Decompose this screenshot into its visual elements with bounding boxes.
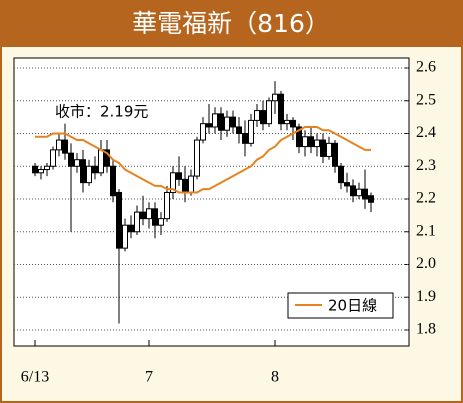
y-tick-label: 1.8 bbox=[416, 321, 436, 338]
candle-body bbox=[86, 165, 92, 184]
candle-body bbox=[38, 169, 44, 174]
candle-body bbox=[152, 208, 158, 226]
candle-body bbox=[176, 172, 182, 180]
candle-body bbox=[218, 113, 224, 131]
candle-body bbox=[290, 119, 296, 128]
x-tick-label: 8 bbox=[271, 369, 279, 386]
title-bar bbox=[1, 1, 462, 47]
candle-body bbox=[200, 123, 206, 141]
candle-body bbox=[362, 188, 368, 200]
candle-body bbox=[314, 139, 320, 148]
y-tick-label: 2.6 bbox=[416, 59, 436, 76]
y-tick-label: 2.1 bbox=[416, 222, 436, 239]
candle-body bbox=[134, 211, 140, 233]
y-tick-label: 2.5 bbox=[416, 91, 436, 108]
candle-body bbox=[254, 110, 260, 121]
candle-body bbox=[248, 119, 254, 144]
candle-body bbox=[296, 126, 302, 148]
candle-body bbox=[230, 116, 236, 128]
candle-body bbox=[170, 172, 176, 193]
candle-body bbox=[44, 165, 50, 171]
candle-body bbox=[284, 119, 290, 125]
annotation: 收市：2.19元 bbox=[55, 103, 148, 121]
candle-body bbox=[332, 142, 338, 167]
x-tick-label: 6/13 bbox=[21, 369, 49, 386]
candle-body bbox=[128, 224, 134, 233]
y-tick-label: 2.4 bbox=[416, 124, 436, 141]
candle-body bbox=[182, 178, 188, 193]
candle-body bbox=[122, 224, 128, 249]
chart-title: 華電福新（816） bbox=[132, 9, 330, 38]
candle-body bbox=[350, 185, 356, 197]
candle-body bbox=[308, 136, 314, 148]
candle-body bbox=[188, 175, 194, 193]
candle-body bbox=[98, 149, 104, 174]
candle-body bbox=[320, 139, 326, 157]
candle-body bbox=[326, 142, 332, 157]
candle-body bbox=[302, 136, 308, 148]
candle-body bbox=[146, 208, 152, 220]
candle-body bbox=[266, 100, 272, 125]
candle-body bbox=[140, 211, 146, 220]
candle-body bbox=[80, 159, 86, 184]
y-tick-label: 2.3 bbox=[416, 157, 436, 174]
ma-line bbox=[35, 125, 371, 194]
candle-body bbox=[260, 110, 266, 125]
candle-body bbox=[56, 139, 62, 151]
legend-label: 20日線 bbox=[328, 297, 377, 315]
y-tick-label: 1.9 bbox=[416, 288, 436, 305]
candle-body bbox=[338, 165, 344, 184]
candle-body bbox=[224, 116, 230, 131]
candle-body bbox=[62, 139, 68, 154]
candle-body bbox=[68, 152, 74, 167]
candle-body bbox=[236, 126, 242, 134]
candle-body bbox=[212, 113, 218, 128]
y-tick-label: 2.2 bbox=[416, 190, 436, 207]
candle-body bbox=[344, 182, 350, 187]
candle-body bbox=[110, 165, 116, 197]
candle-body bbox=[164, 191, 170, 220]
candle-body bbox=[278, 93, 284, 125]
candle-body bbox=[74, 159, 80, 167]
candle-body bbox=[92, 165, 98, 174]
candle-body bbox=[206, 123, 212, 128]
candle-body bbox=[356, 188, 362, 197]
candle-body bbox=[50, 149, 56, 167]
x-tick-label: 7 bbox=[145, 369, 153, 386]
candle-body bbox=[194, 139, 200, 177]
candle-body bbox=[116, 191, 122, 249]
candle-body bbox=[242, 133, 248, 144]
candle-body bbox=[158, 218, 164, 226]
candle-body bbox=[368, 195, 374, 203]
candle-body bbox=[32, 165, 38, 174]
candle-body bbox=[272, 93, 278, 102]
candle-body bbox=[104, 149, 110, 167]
y-tick-label: 2.0 bbox=[416, 255, 436, 272]
